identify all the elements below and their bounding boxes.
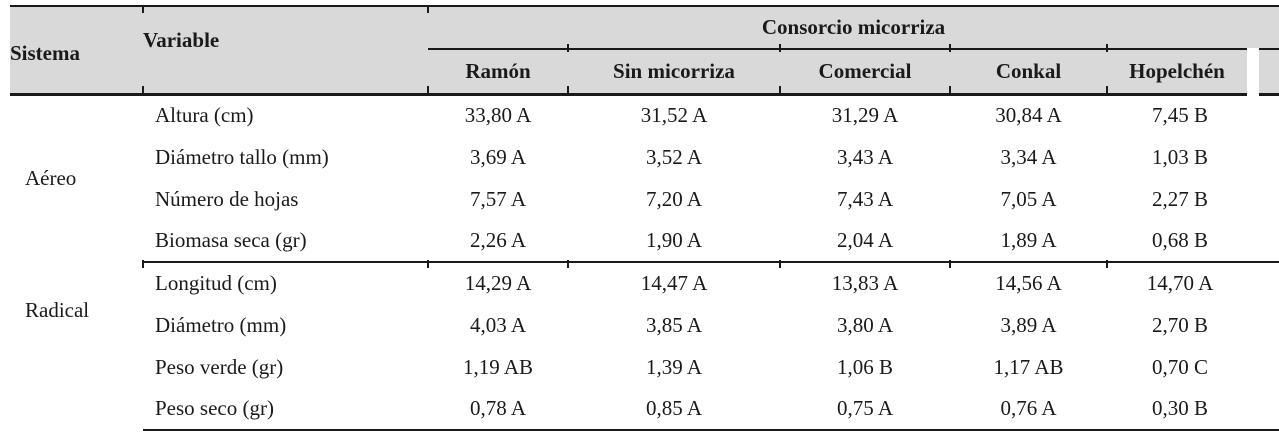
value-cell: 0,75 A: [780, 388, 950, 431]
value-cell: 1,19 AB: [462, 354, 533, 379]
header-spacer-cell: [1246, 49, 1279, 96]
value-cell: 13,83 A: [831, 271, 899, 295]
col-header-conkal: Conkal: [950, 49, 1107, 96]
value-cell: 14,47 A: [640, 271, 708, 295]
spacer-cell: [1253, 94, 1279, 136]
rule-tick: [427, 260, 429, 268]
table-row: Diámetro (mm) 4,03 A 3,85 A 3,80 A 3,89 …: [10, 304, 1279, 346]
value-cell: 1,89 A: [950, 220, 1107, 263]
value-cell: 14,29 A: [464, 271, 532, 295]
value-cell: 7,20 A: [645, 186, 702, 211]
col-header-sin-micorriza: Sin micorriza: [568, 49, 780, 96]
value-cell: 3,80 A: [836, 312, 893, 337]
value-cell: 3,34 A: [1000, 144, 1057, 169]
value-cell: 0,85 A: [568, 388, 780, 431]
value-cell: 3,89 A: [1000, 312, 1057, 337]
rule-tick: [427, 5, 429, 13]
header-row-group: Sistema Variable Consorcio micorriza: [10, 6, 1279, 96]
table-row: Biomasa seca (gr) 2,26 A 1,90 A 2,04 A 1…: [10, 220, 1279, 263]
table-row: Aéreo Altura (cm) 33,80 A 31,52 A 31,29 …: [10, 94, 1279, 190]
rule-tick: [1106, 260, 1108, 268]
value-cell: 7,43 A: [836, 186, 893, 211]
rule-tick: [1106, 86, 1108, 94]
variable-cell: Altura (cm): [155, 103, 254, 128]
value-cell: 7,45 B: [1151, 103, 1208, 128]
value-cell: 2,04 A: [780, 220, 950, 263]
col-header-comercial: Comercial: [780, 49, 950, 96]
value-cell: 30,84 A: [995, 103, 1062, 128]
rule-tick: [949, 260, 951, 268]
value-cell: 2,70 B: [1151, 312, 1208, 337]
table-row: Peso verde (gr) 1,19 AB 1,39 A 1,06 B 1,…: [10, 346, 1279, 388]
col-header-variable: Variable: [143, 6, 428, 96]
group-label-aereo: Aéreo: [25, 166, 77, 191]
variable-cell: Peso verde (gr): [155, 354, 284, 379]
rule-tick: [779, 86, 781, 94]
spacer-cell: [1253, 388, 1279, 431]
value-cell: 3,52 A: [645, 144, 702, 169]
rule-tick: [427, 86, 429, 94]
variable-cell: Diámetro (mm): [155, 312, 287, 337]
rule-tick: [949, 86, 951, 94]
rule-tick: [142, 5, 144, 13]
spacer-cell: [1253, 136, 1279, 178]
header-row-treatments: Ramón Sin micorriza Comercial Conkal Hop…: [10, 49, 1279, 96]
value-cell: 1,90 A: [568, 220, 780, 263]
value-cell: 0,76 A: [950, 388, 1107, 431]
table-row: Peso seco (gr) 0,78 A 0,85 A 0,75 A 0,76…: [10, 388, 1279, 431]
value-cell: 7,57 A: [469, 186, 526, 211]
variable-cell: Longitud (cm): [155, 271, 277, 295]
value-cell: 0,30 B: [1107, 388, 1253, 431]
col-header-sistema: Sistema: [10, 6, 143, 96]
rule-tick: [949, 44, 951, 52]
value-cell: 7,05 A: [1000, 186, 1057, 211]
rule-tick: [1106, 44, 1108, 52]
variable-cell: Peso seco (gr): [143, 388, 428, 431]
col-group-header-consorcio: Consorcio micorriza: [428, 6, 1279, 50]
value-cell: 2,27 B: [1151, 186, 1208, 211]
variable-cell: Diámetro tallo (mm): [155, 144, 329, 169]
col-header-ramon: Ramón: [428, 49, 568, 96]
rule-tick: [779, 260, 781, 268]
spacer-cell: [1253, 346, 1279, 388]
table-row: Radical Longitud (cm) 14,29 A 14,47 A 13…: [10, 262, 1279, 322]
value-cell: 14,56 A: [995, 271, 1062, 295]
value-cell: 31,29 A: [831, 103, 899, 128]
rule-tick: [142, 260, 144, 268]
value-cell: 0,68 B: [1107, 220, 1253, 263]
value-cell: 2,26 A: [428, 220, 568, 263]
table-row: Diámetro tallo (mm) 3,69 A 3,52 A 3,43 A…: [10, 136, 1279, 178]
variable-cell: Biomasa seca (gr): [143, 220, 428, 263]
value-cell: 1,17 AB: [993, 354, 1064, 379]
rule-tick: [142, 86, 144, 94]
spacer-cell: [1253, 220, 1279, 263]
mycorrhiza-results-table: Sistema Variable Consorcio micorriza Ram…: [10, 5, 1279, 431]
spacer-cell: [1253, 262, 1279, 304]
variable-cell: Número de hojas: [155, 186, 299, 211]
col-header-sistema-label: Sistema: [10, 41, 80, 66]
col-header-hopelchen: Hopelchén: [1107, 49, 1253, 96]
group-label-radical: Radical: [25, 297, 90, 322]
col-header-variable-label: Variable: [143, 28, 220, 53]
spacer-cell: [1253, 304, 1279, 346]
value-cell: 1,03 B: [1151, 144, 1208, 169]
value-cell: 14,70 A: [1146, 271, 1214, 295]
rule-tick: [567, 44, 569, 52]
rule-tick: [567, 86, 569, 94]
table-row: Número de hojas 7,57 A 7,20 A 7,43 A 7,0…: [10, 178, 1279, 220]
value-cell: 4,03 A: [469, 312, 526, 337]
value-cell: 1,06 B: [836, 354, 893, 379]
rule-tick: [567, 260, 569, 268]
value-cell: 0,78 A: [428, 388, 568, 431]
rule-tick: [779, 44, 781, 52]
value-cell: 1,39 A: [645, 354, 702, 379]
spacer-cell: [1253, 178, 1279, 220]
value-cell: 31,52 A: [640, 103, 708, 128]
value-cell: 0,70 C: [1151, 354, 1208, 379]
value-cell: 3,85 A: [645, 312, 702, 337]
value-cell: 3,69 A: [469, 144, 526, 169]
value-cell: 33,80 A: [464, 103, 532, 128]
value-cell: 3,43 A: [836, 144, 893, 169]
